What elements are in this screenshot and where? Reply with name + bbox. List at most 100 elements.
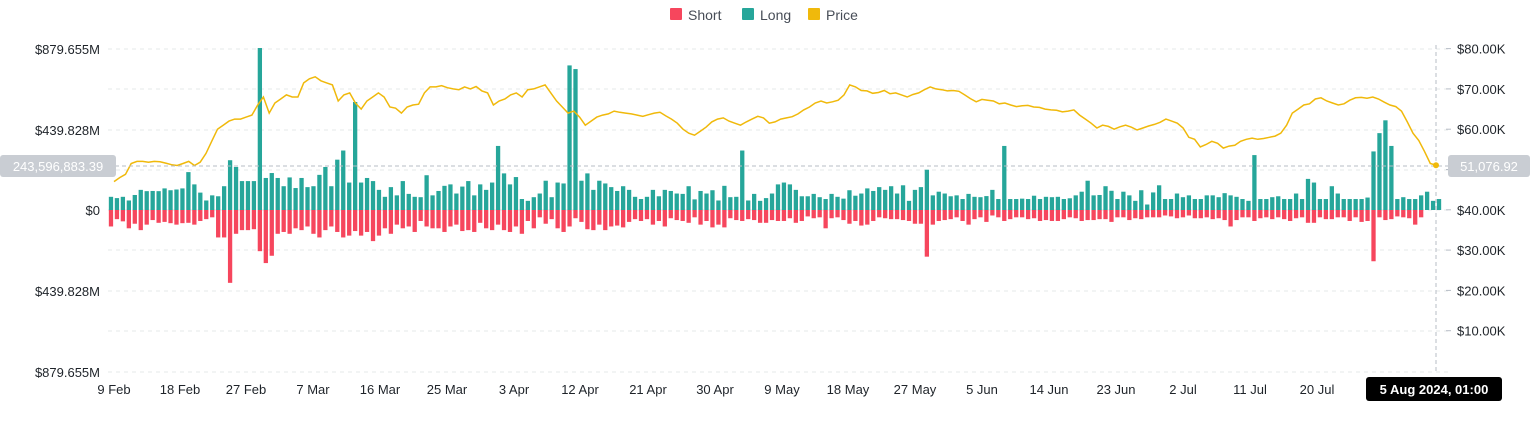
- long-bar[interactable]: [883, 189, 888, 210]
- long-bar[interactable]: [686, 186, 691, 210]
- long-bar[interactable]: [847, 190, 852, 210]
- short-bar[interactable]: [960, 210, 965, 221]
- long-bar[interactable]: [948, 196, 953, 210]
- short-bar[interactable]: [996, 210, 1001, 218]
- short-bar[interactable]: [108, 210, 114, 227]
- short-bar[interactable]: [1127, 210, 1132, 221]
- short-bar[interactable]: [156, 210, 161, 223]
- long-bar[interactable]: [722, 185, 727, 210]
- long-bar[interactable]: [990, 189, 995, 210]
- short-bar[interactable]: [370, 210, 376, 242]
- short-bar[interactable]: [1145, 210, 1150, 218]
- long-bar[interactable]: [1258, 199, 1263, 210]
- short-bar[interactable]: [1234, 210, 1239, 221]
- long-bar[interactable]: [358, 182, 364, 210]
- long-bar[interactable]: [1109, 190, 1114, 210]
- long-bar[interactable]: [924, 169, 930, 210]
- long-bar[interactable]: [168, 190, 173, 210]
- short-bar[interactable]: [168, 210, 173, 224]
- long-bar[interactable]: [1079, 191, 1084, 210]
- long-bar[interactable]: [603, 183, 608, 210]
- long-bar[interactable]: [1127, 195, 1132, 210]
- long-bar[interactable]: [1192, 199, 1197, 210]
- long-bar[interactable]: [841, 198, 846, 210]
- short-bar[interactable]: [1264, 210, 1269, 218]
- short-bar[interactable]: [424, 210, 429, 227]
- short-bar[interactable]: [257, 210, 263, 252]
- long-bar[interactable]: [329, 186, 334, 210]
- short-bar[interactable]: [364, 210, 370, 232]
- long-bar[interactable]: [192, 184, 197, 210]
- long-bar[interactable]: [454, 193, 459, 210]
- short-bar[interactable]: [1276, 210, 1281, 218]
- long-bar[interactable]: [1115, 199, 1120, 210]
- short-bar[interactable]: [763, 210, 769, 223]
- long-bar[interactable]: [900, 185, 906, 210]
- short-bar[interactable]: [430, 210, 435, 229]
- short-bar[interactable]: [186, 210, 191, 223]
- long-bar[interactable]: [996, 199, 1001, 210]
- short-bar[interactable]: [704, 210, 709, 221]
- long-bar[interactable]: [1347, 199, 1352, 210]
- long-bar[interactable]: [984, 196, 989, 210]
- long-bar[interactable]: [859, 193, 864, 210]
- long-bar[interactable]: [1222, 193, 1227, 210]
- short-bar[interactable]: [382, 210, 388, 229]
- short-bar[interactable]: [752, 210, 757, 221]
- long-bar[interactable]: [1287, 199, 1293, 210]
- long-bar[interactable]: [644, 196, 650, 210]
- long-bar[interactable]: [466, 181, 471, 210]
- short-bar[interactable]: [1401, 210, 1406, 218]
- long-bar[interactable]: [198, 192, 203, 210]
- short-bar[interactable]: [1287, 210, 1293, 221]
- short-bar[interactable]: [1210, 210, 1215, 220]
- long-bar[interactable]: [1383, 120, 1388, 210]
- short-bar[interactable]: [1389, 210, 1394, 220]
- short-bar[interactable]: [335, 210, 340, 232]
- short-bar[interactable]: [680, 210, 685, 221]
- short-bar[interactable]: [1121, 210, 1126, 218]
- long-bar[interactable]: [388, 187, 394, 210]
- short-bar[interactable]: [269, 210, 274, 256]
- long-bar[interactable]: [906, 200, 912, 210]
- long-bar[interactable]: [936, 191, 941, 210]
- long-bar[interactable]: [1365, 197, 1370, 210]
- short-bar[interactable]: [853, 210, 858, 221]
- short-bar[interactable]: [525, 210, 530, 221]
- short-bar[interactable]: [555, 210, 560, 229]
- short-bar[interactable]: [1407, 210, 1412, 219]
- long-bar[interactable]: [216, 196, 221, 210]
- short-bar[interactable]: [990, 210, 995, 216]
- long-bar[interactable]: [888, 186, 894, 210]
- long-bar[interactable]: [1210, 195, 1215, 210]
- long-bar[interactable]: [114, 198, 120, 210]
- short-bar[interactable]: [656, 210, 662, 221]
- short-bar[interactable]: [1299, 210, 1305, 218]
- long-bar[interactable]: [1139, 190, 1144, 210]
- long-bar[interactable]: [513, 177, 519, 210]
- long-bar[interactable]: [347, 182, 352, 210]
- short-bar[interactable]: [448, 210, 453, 227]
- long-bar[interactable]: [1246, 200, 1251, 210]
- short-bar[interactable]: [287, 210, 292, 234]
- short-bar[interactable]: [263, 210, 268, 264]
- short-bar[interactable]: [1252, 210, 1257, 221]
- short-bar[interactable]: [894, 210, 900, 220]
- short-bar[interactable]: [561, 210, 566, 232]
- long-bar[interactable]: [412, 196, 417, 210]
- short-bar[interactable]: [1192, 210, 1197, 219]
- short-bar[interactable]: [1323, 210, 1329, 220]
- short-bar[interactable]: [954, 210, 959, 218]
- short-bar[interactable]: [1383, 210, 1388, 221]
- short-bar[interactable]: [353, 210, 358, 232]
- short-bar[interactable]: [1156, 210, 1162, 218]
- long-bar[interactable]: [1073, 195, 1078, 210]
- short-bar[interactable]: [1097, 210, 1102, 220]
- short-bar[interactable]: [1377, 210, 1382, 218]
- long-bar[interactable]: [877, 187, 882, 210]
- short-bar[interactable]: [1115, 210, 1120, 218]
- long-bar[interactable]: [287, 177, 292, 210]
- short-bar[interactable]: [650, 210, 656, 225]
- long-bar[interactable]: [1085, 180, 1090, 210]
- short-bar[interactable]: [418, 210, 423, 221]
